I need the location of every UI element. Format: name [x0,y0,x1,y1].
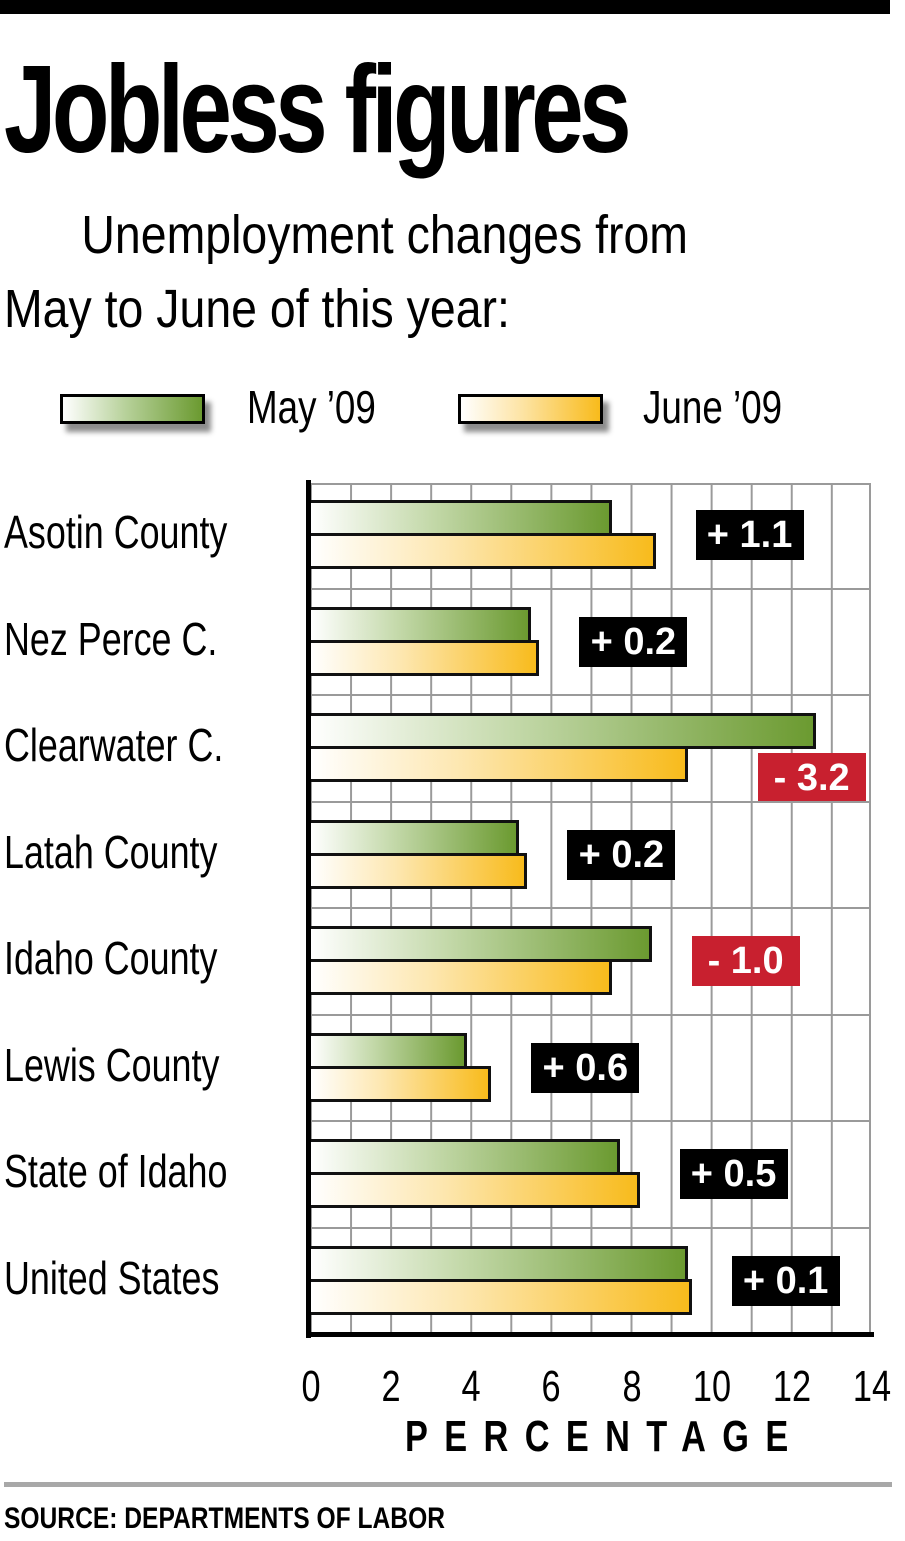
source-credit: SOURCE: DEPARTMENTS OF LABOR [4,1502,445,1535]
change-badge-positive: + 0.1 [731,1255,840,1306]
x-tick-label: 4 [461,1362,481,1411]
chart-title: Jobless figures [4,41,631,179]
change-badge-positive: + 0.6 [531,1042,640,1093]
x-tick-label: 6 [541,1362,561,1411]
chart-row: Latah County + 0.2 [0,803,905,909]
category-label: Nez Perce C. [4,612,218,665]
row-separator [310,1013,871,1016]
bar-june [311,1172,640,1208]
chart-row: Nez Perce C. + 0.2 [0,590,905,696]
change-badge-negative: - 3.2 [757,753,866,803]
bar-june [311,639,539,676]
subtitle-line-2: May to June of this year: [4,279,510,339]
bar-june [311,852,527,889]
bottom-rule [4,1482,892,1487]
y-axis-line [306,480,311,1338]
category-label: State of Idaho [4,1145,228,1197]
legend-swatch-may [60,394,205,424]
x-tick-label: 12 [772,1362,811,1411]
bar-may [311,1245,688,1282]
legend: May ’09 June ’09 [0,381,905,434]
top-rule [0,0,890,14]
chart-row: United States + 0.1 [0,1229,905,1336]
category-label: Lewis County [4,1038,220,1091]
chart-row: Clearwater C. - 3.2 [0,696,905,803]
bar-may [311,713,816,749]
category-label: Latah County [4,825,218,878]
x-axis-label: PERCENTAGE [405,1412,805,1461]
bar-june [311,1278,692,1315]
bar-june [311,533,656,569]
x-tick-label: 0 [301,1362,321,1411]
category-label: Asotin County [4,506,228,558]
chart-row: Idaho County - 1.0 [0,909,905,1016]
chart-subtitle: Unemployment changes from May to June of… [4,198,761,346]
bar-june [311,1065,491,1102]
category-label: Idaho County [4,932,218,984]
bar-may [311,1139,620,1175]
x-axis-line [306,1332,874,1337]
change-badge-positive: + 0.5 [679,1149,788,1199]
row-separator [310,587,871,590]
change-badge-positive: + 1.1 [695,510,804,560]
legend-label-may: May ’09 [247,381,376,433]
bar-june [311,959,612,995]
row-separator [310,694,871,696]
row-separator [310,800,871,803]
change-badge-positive: + 0.2 [567,829,676,880]
bar-may [311,606,531,643]
bar-june [311,746,688,782]
bar-may [311,819,519,856]
bar-may [311,1032,467,1069]
chart-row: Lewis County + 0.6 [0,1016,905,1122]
bar-chart: Asotin County + 1.1 Nez Perce C. + 0.2 Clear… [0,480,905,1340]
bar-may [311,926,652,962]
chart-row: State of Idaho + 0.5 [0,1122,905,1229]
x-tick-label: 2 [381,1362,401,1411]
subtitle-line-1: Unemployment changes from [81,205,688,265]
bar-may [311,500,612,536]
row-separator [310,907,871,909]
chart-row: Asotin County + 1.1 [0,483,905,590]
x-tick-label: 10 [692,1362,731,1411]
x-axis-ticks: 0 2 4 6 8 10 12 14 [0,1362,905,1412]
legend-swatch-june [458,394,603,424]
category-label: United States [4,1251,220,1304]
x-tick-label: 14 [852,1362,892,1411]
row-separator [310,1226,871,1229]
category-label: Clearwater C. [4,719,224,771]
change-badge-positive: + 0.2 [579,616,688,667]
x-tick-label: 8 [621,1362,642,1411]
legend-label-june: June ’09 [643,381,783,433]
row-separator [310,1120,871,1122]
change-badge-negative: - 1.0 [691,936,800,986]
